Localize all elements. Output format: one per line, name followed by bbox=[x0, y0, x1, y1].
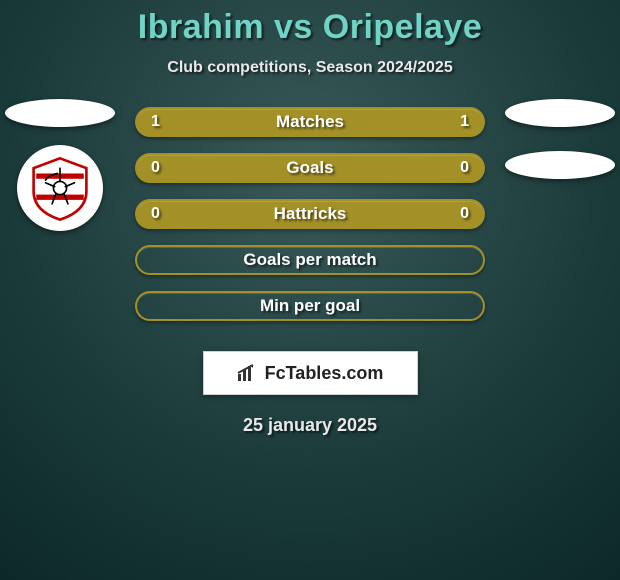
club-badge-zamalek bbox=[17, 145, 103, 231]
player-photo-placeholder bbox=[505, 99, 615, 127]
stat-right-value: 1 bbox=[460, 113, 469, 131]
date-label: 25 january 2025 bbox=[0, 415, 620, 436]
stat-label: Goals per match bbox=[137, 250, 483, 270]
comparison-card: Ibrahim vs Oripelaye Club competitions, … bbox=[0, 0, 620, 580]
source-logo: FcTables.com bbox=[203, 351, 418, 395]
stat-label: Hattricks bbox=[137, 204, 483, 224]
stat-row: 0Goals0 bbox=[135, 153, 485, 183]
stat-row: 1Matches1 bbox=[135, 107, 485, 137]
stat-left-value: 0 bbox=[151, 159, 160, 177]
player-photo-placeholder bbox=[5, 99, 115, 127]
stat-row: 0Hattricks0 bbox=[135, 199, 485, 229]
right-player-col bbox=[500, 99, 620, 203]
club-badge-placeholder bbox=[505, 151, 615, 179]
zamalek-icon bbox=[27, 155, 93, 221]
stat-left-value: 1 bbox=[151, 113, 160, 131]
bars-icon bbox=[237, 364, 259, 382]
stat-row: Min per goal bbox=[135, 291, 485, 321]
page-subtitle: Club competitions, Season 2024/2025 bbox=[0, 59, 620, 77]
stat-left-value: 0 bbox=[151, 205, 160, 223]
left-player-col bbox=[0, 99, 120, 231]
source-logo-text: FcTables.com bbox=[237, 363, 384, 384]
stat-label: Min per goal bbox=[137, 296, 483, 316]
stat-label: Matches bbox=[137, 112, 483, 132]
stats-area: 1Matches10Goals00Hattricks0Goals per mat… bbox=[0, 107, 620, 347]
stat-label: Goals bbox=[137, 158, 483, 178]
page-title: Ibrahim vs Oripelaye bbox=[0, 0, 620, 47]
source-label: FcTables.com bbox=[265, 363, 384, 384]
stat-bars: 1Matches10Goals00Hattricks0Goals per mat… bbox=[135, 107, 485, 321]
stat-row: Goals per match bbox=[135, 245, 485, 275]
stat-right-value: 0 bbox=[460, 205, 469, 223]
stat-right-value: 0 bbox=[460, 159, 469, 177]
